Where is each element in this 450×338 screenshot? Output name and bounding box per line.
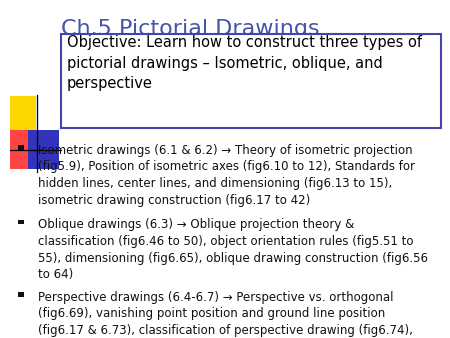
Text: Ch.5 Pictorial Drawings: Ch.5 Pictorial Drawings	[61, 19, 320, 39]
Text: Isometric drawings (6.1 & 6.2) → Theory of isometric projection
(fig5.9), Positi: Isometric drawings (6.1 & 6.2) → Theory …	[38, 144, 415, 207]
Bar	[18, 145, 24, 150]
Bar	[10, 96, 36, 135]
Text: Objective: Learn how to construct three types of
pictorial drawings – Isometric,: Objective: Learn how to construct three …	[67, 35, 422, 91]
Text: Perspective drawings (6.4-6.7) → Perspective vs. orthogonal
(fig6.69), vanishing: Perspective drawings (6.4-6.7) → Perspec…	[38, 291, 413, 338]
Bar	[28, 130, 58, 169]
Bar	[18, 220, 24, 224]
Text: Oblique drawings (6.3) → Oblique projection theory &
classification (fig6.46 to : Oblique drawings (6.3) → Oblique project…	[38, 218, 428, 282]
Bar	[18, 292, 24, 297]
Bar	[10, 130, 36, 169]
FancyBboxPatch shape	[61, 34, 441, 128]
